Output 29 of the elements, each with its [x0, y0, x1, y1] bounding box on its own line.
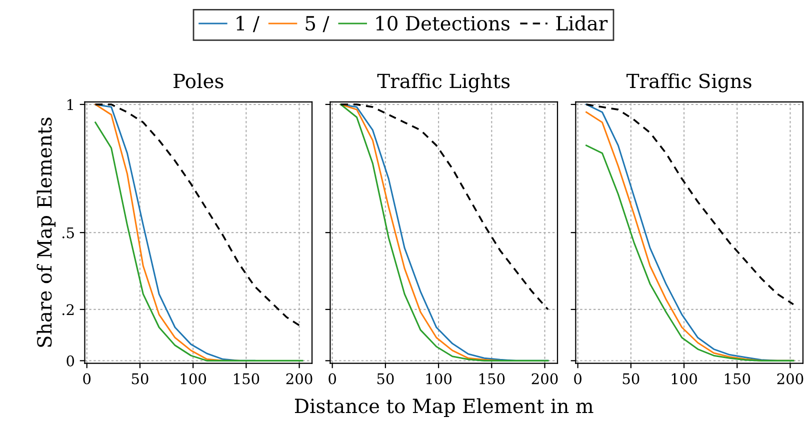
y-tick-label: .2 — [62, 304, 74, 316]
y-axis-title: Share of Map Elements — [36, 118, 56, 347]
y-tick-label: 1 — [68, 99, 73, 110]
line-series — [94, 122, 304, 362]
y-tick-label: 0 — [66, 355, 74, 366]
x-tick-label: 0 — [83, 373, 91, 384]
legend-label: Lidar — [556, 16, 608, 31]
y-tick-label: .5 — [62, 227, 74, 238]
chart-title: Traffic Lights — [377, 73, 510, 92]
x-tick-label: 100 — [180, 373, 206, 384]
x-tick-label: 200 — [286, 373, 312, 384]
x-tick-label: 150 — [234, 373, 260, 384]
x-tick-label: 100 — [426, 373, 452, 384]
x-axis-title: Distance to Map Element in m — [294, 398, 594, 418]
x-tick-label: 0 — [574, 373, 582, 384]
chart-title: Poles — [174, 73, 224, 88]
x-tick-label: 200 — [532, 373, 558, 384]
legend-label: 10 Detections — [376, 16, 510, 31]
x-tick-label: 150 — [724, 373, 750, 384]
x-tick-label: 0 — [328, 373, 336, 384]
x-tick-label: 50 — [132, 373, 148, 384]
x-tick-label: 50 — [622, 373, 640, 384]
chart-title: Traffic Signs — [626, 73, 752, 92]
x-tick-label: 200 — [777, 373, 804, 384]
legend-label: 1 / — [236, 16, 260, 32]
legend-label: 5 / — [306, 16, 330, 32]
x-tick-label: 100 — [672, 373, 697, 384]
x-tick-label: 50 — [377, 373, 394, 384]
x-tick-label: 150 — [480, 373, 505, 384]
